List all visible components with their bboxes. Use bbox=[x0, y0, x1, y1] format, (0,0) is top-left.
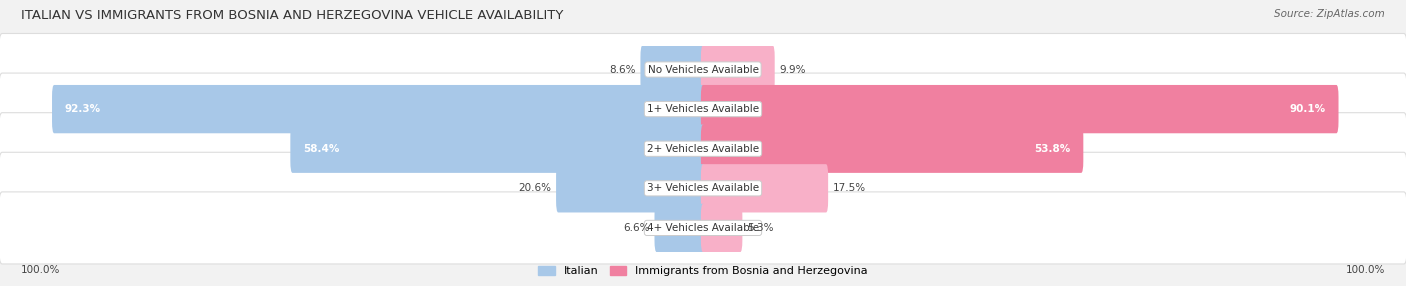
FancyBboxPatch shape bbox=[52, 85, 704, 133]
FancyBboxPatch shape bbox=[0, 152, 1406, 224]
FancyBboxPatch shape bbox=[700, 85, 1339, 133]
Text: 17.5%: 17.5% bbox=[832, 183, 866, 193]
Text: 1+ Vehicles Available: 1+ Vehicles Available bbox=[647, 104, 759, 114]
FancyBboxPatch shape bbox=[655, 204, 706, 252]
FancyBboxPatch shape bbox=[700, 125, 1084, 173]
FancyBboxPatch shape bbox=[291, 125, 706, 173]
Text: 6.6%: 6.6% bbox=[623, 223, 650, 233]
Text: 9.9%: 9.9% bbox=[779, 65, 806, 75]
Legend: Italian, Immigrants from Bosnia and Herzegovina: Italian, Immigrants from Bosnia and Herz… bbox=[534, 261, 872, 281]
FancyBboxPatch shape bbox=[641, 45, 706, 94]
Text: ITALIAN VS IMMIGRANTS FROM BOSNIA AND HERZEGOVINA VEHICLE AVAILABILITY: ITALIAN VS IMMIGRANTS FROM BOSNIA AND HE… bbox=[21, 9, 564, 21]
Text: 100.0%: 100.0% bbox=[1346, 265, 1385, 275]
FancyBboxPatch shape bbox=[0, 73, 1406, 145]
Text: 5.3%: 5.3% bbox=[748, 223, 773, 233]
Text: 20.6%: 20.6% bbox=[519, 183, 551, 193]
Text: No Vehicles Available: No Vehicles Available bbox=[648, 65, 758, 75]
Text: 100.0%: 100.0% bbox=[21, 265, 60, 275]
Text: 4+ Vehicles Available: 4+ Vehicles Available bbox=[647, 223, 759, 233]
Text: Source: ZipAtlas.com: Source: ZipAtlas.com bbox=[1274, 9, 1385, 19]
FancyBboxPatch shape bbox=[0, 33, 1406, 106]
FancyBboxPatch shape bbox=[0, 113, 1406, 185]
Text: 2+ Vehicles Available: 2+ Vehicles Available bbox=[647, 144, 759, 154]
Text: 58.4%: 58.4% bbox=[304, 144, 339, 154]
Text: 92.3%: 92.3% bbox=[65, 104, 101, 114]
Text: 53.8%: 53.8% bbox=[1035, 144, 1071, 154]
FancyBboxPatch shape bbox=[700, 204, 742, 252]
Text: 3+ Vehicles Available: 3+ Vehicles Available bbox=[647, 183, 759, 193]
FancyBboxPatch shape bbox=[700, 45, 775, 94]
Text: 90.1%: 90.1% bbox=[1289, 104, 1326, 114]
FancyBboxPatch shape bbox=[700, 164, 828, 212]
FancyBboxPatch shape bbox=[0, 192, 1406, 264]
Text: 8.6%: 8.6% bbox=[609, 65, 636, 75]
FancyBboxPatch shape bbox=[557, 164, 706, 212]
